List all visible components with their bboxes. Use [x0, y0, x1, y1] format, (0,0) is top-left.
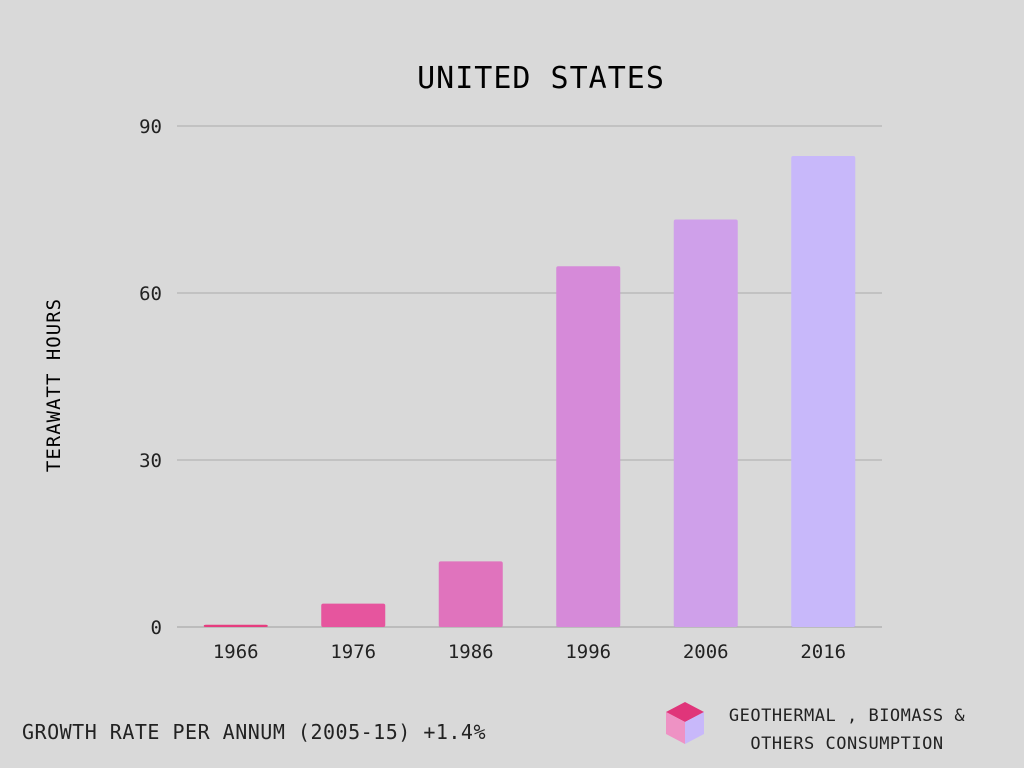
y-tick-label: 0	[151, 617, 162, 639]
y-axis-label: TERAWATT HOURS	[43, 298, 65, 472]
x-tick-label: 1976	[330, 641, 376, 663]
bar-1986	[438, 561, 503, 627]
bars	[203, 156, 856, 627]
growth-rate-text: GROWTH RATE PER ANNUM (2005-15) +1.4%	[22, 720, 487, 744]
x-tick-label: 2006	[683, 641, 729, 663]
x-tick-label: 1966	[213, 641, 259, 663]
x-tick-label: 1986	[448, 641, 494, 663]
y-tick-label: 90	[139, 116, 162, 138]
legend-label: GEOTHERMAL , BIOMASS & OTHERS CONSUMPTIO…	[728, 706, 966, 754]
gridlines	[177, 125, 882, 628]
bar-2006	[673, 219, 738, 627]
y-tick-label: 60	[139, 283, 162, 305]
y-tick-label: 30	[139, 450, 162, 472]
chart-title: UNITED STATES	[417, 61, 665, 96]
x-tick-label: 2016	[800, 641, 846, 663]
tick-labels: 0 30 60 90 1966 1976 1986 1996 2006 2016	[139, 116, 846, 663]
bar-1966	[203, 624, 268, 627]
bar-1996	[556, 266, 621, 627]
bar-2016	[791, 156, 856, 627]
legend: GEOTHERMAL , BIOMASS & OTHERS CONSUMPTIO…	[662, 700, 1002, 756]
cube-icon	[666, 702, 704, 744]
x-tick-label: 1996	[565, 641, 611, 663]
bar-1976	[321, 603, 386, 627]
